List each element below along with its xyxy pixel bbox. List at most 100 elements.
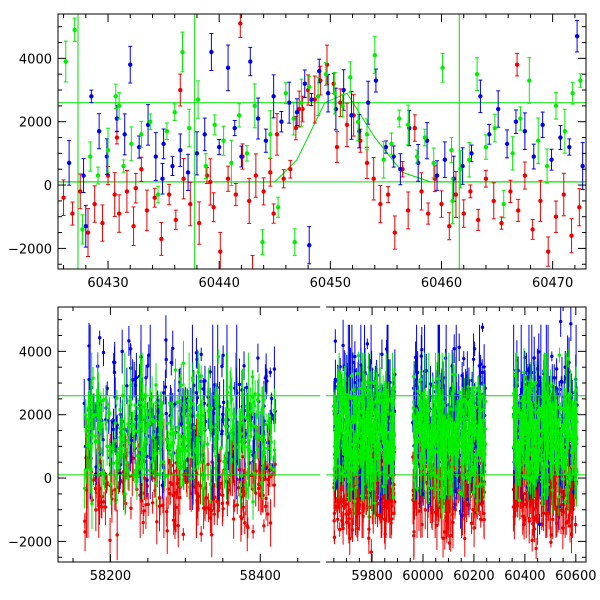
green-data-point <box>216 354 221 359</box>
red-data-point <box>344 497 348 502</box>
blue-data-point <box>89 94 94 99</box>
green-data-point <box>458 167 463 172</box>
green-data-point <box>251 424 255 428</box>
green-data-point <box>268 132 273 137</box>
green-data-point <box>98 425 102 430</box>
red-data-point <box>208 179 213 185</box>
red-data-point <box>332 535 337 540</box>
blue-data-point <box>145 478 149 482</box>
green-data-point <box>375 390 380 395</box>
green-data-point <box>492 125 498 131</box>
blue-data-point <box>365 342 370 346</box>
green-data-point <box>272 448 277 452</box>
blue-data-point <box>237 382 242 387</box>
blue-data-point <box>263 376 268 380</box>
green-data-point <box>148 468 152 473</box>
green-data-point <box>147 412 152 416</box>
red-data-point <box>203 507 207 511</box>
green-data-point <box>126 469 130 473</box>
red-data-point <box>288 167 293 172</box>
red-data-point <box>419 189 424 194</box>
green-data-point <box>154 481 158 485</box>
red-data-point <box>129 506 133 510</box>
red-data-point <box>364 160 370 166</box>
red-data-point <box>257 482 261 487</box>
red-data-point <box>166 192 172 197</box>
green-data-point <box>128 399 132 403</box>
red-data-point <box>233 192 239 197</box>
green-data-point <box>206 409 210 413</box>
red-data-point <box>423 508 427 512</box>
green-data-point <box>115 396 119 400</box>
blue-data-point <box>136 144 142 150</box>
red-data-point <box>115 533 119 537</box>
blue-data-point <box>349 113 354 118</box>
green-data-point <box>87 405 91 409</box>
x-tick-label: 60460 <box>421 276 462 291</box>
blue-data-point <box>96 129 102 134</box>
green-data-point <box>373 381 377 385</box>
blue-data-point <box>134 417 138 422</box>
green-data-point <box>236 445 241 449</box>
green-data-point <box>374 443 379 447</box>
red-data-point <box>243 521 247 525</box>
blue-data-point <box>540 122 545 128</box>
green-data-point <box>392 385 397 389</box>
green-data-point <box>244 404 249 409</box>
red-data-point <box>237 486 241 490</box>
red-data-point <box>522 173 528 178</box>
red-data-point <box>461 211 466 216</box>
green-data-point <box>265 446 270 450</box>
green-data-point <box>323 71 329 77</box>
red-data-point <box>196 220 202 226</box>
green-data-point <box>242 438 247 443</box>
blue-data-point <box>114 116 120 121</box>
green-data-point <box>222 471 227 475</box>
blue-data-point <box>495 106 501 112</box>
green-data-point <box>358 409 362 414</box>
red-data-point <box>146 502 150 507</box>
blue-data-point <box>317 68 322 74</box>
green-data-point <box>141 447 146 451</box>
red-data-point <box>218 249 223 254</box>
green-data-point <box>133 428 137 433</box>
green-data-point <box>510 151 515 156</box>
green-data-point <box>332 444 337 449</box>
green-data-point <box>259 410 264 415</box>
red-data-point <box>165 529 169 533</box>
green-data-point <box>333 417 338 422</box>
red-data-point <box>268 521 273 525</box>
x-tick-label: 60450 <box>310 276 351 291</box>
red-data-point <box>70 211 75 216</box>
red-data-point <box>553 214 559 219</box>
green-data-point <box>355 119 361 124</box>
red-data-point <box>108 538 112 542</box>
green-data-point <box>144 427 148 431</box>
blue-data-point <box>185 170 191 175</box>
green-data-point <box>85 468 89 472</box>
green-data-point <box>169 453 173 457</box>
blue-data-point <box>268 370 272 375</box>
red-data-point <box>235 503 239 507</box>
green-data-point <box>518 116 523 121</box>
red-data-point <box>385 192 391 197</box>
blue-data-point <box>373 78 379 83</box>
blue-data-point <box>209 49 214 55</box>
green-data-point <box>169 427 173 431</box>
red-data-point <box>268 170 273 175</box>
green-data-point <box>414 154 420 159</box>
blue-data-point <box>112 360 117 365</box>
green-data-point <box>405 122 411 128</box>
green-data-point <box>251 500 255 504</box>
blue-data-point <box>522 129 528 134</box>
top-axes-frame <box>57 13 587 270</box>
blue-data-point <box>513 119 519 124</box>
green-data-point <box>101 398 105 402</box>
green-data-point <box>261 442 265 447</box>
green-data-point <box>110 446 115 451</box>
green-data-point <box>136 429 140 434</box>
green-data-point <box>332 90 337 96</box>
y-tick-label: 4000 <box>19 52 52 67</box>
green-data-point <box>205 442 210 446</box>
green-data-point <box>129 402 133 407</box>
